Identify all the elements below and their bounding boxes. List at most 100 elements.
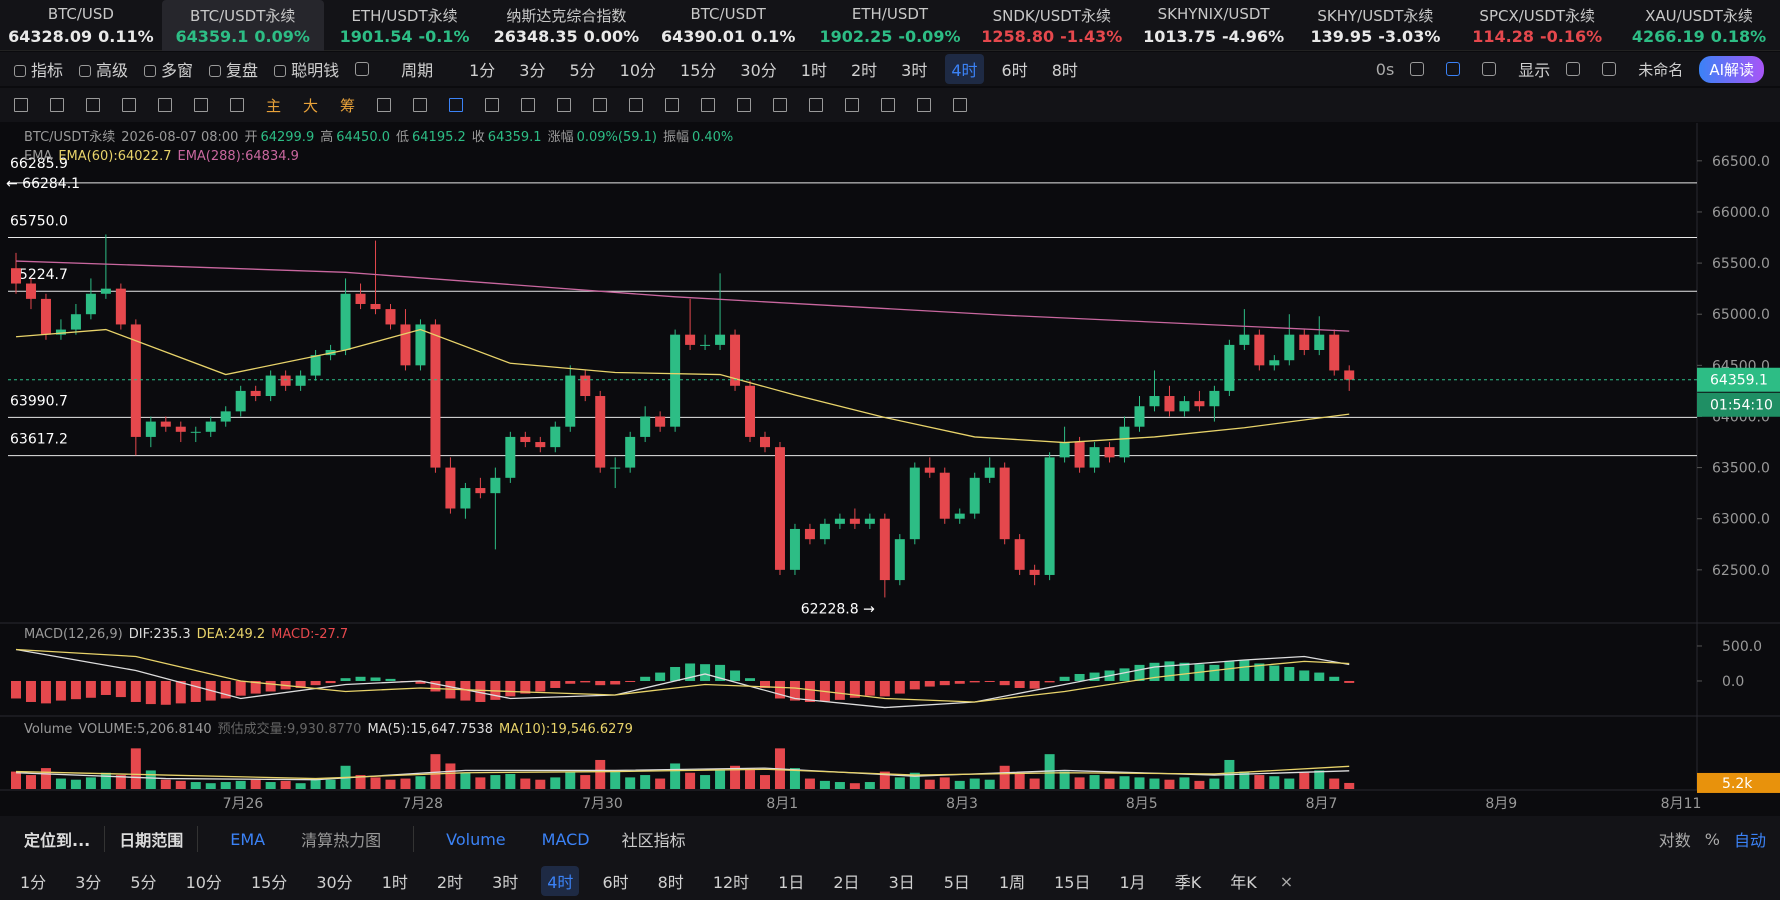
interval[interactable]: 5分 (130, 873, 157, 892)
interval[interactable]: 1时 (381, 873, 408, 892)
interval[interactable]: 8时 (1051, 61, 1078, 80)
draw-text-tool[interactable]: 主 (266, 96, 282, 115)
tool-button[interactable]: 复盘 (209, 57, 258, 81)
tool-button[interactable]: 高级 (79, 57, 128, 81)
interval[interactable]: 5分 (569, 61, 596, 80)
ticker[interactable]: BTC/USDT 64390.01 0.1% (647, 0, 809, 51)
locate-button[interactable]: 定位到... (24, 831, 91, 850)
ticker[interactable]: XAU/USDT永续 4266.19 0.18% (1618, 0, 1780, 51)
interval[interactable]: 6时 (602, 873, 629, 892)
range-button[interactable]: 日期范围 (119, 831, 184, 850)
volume-bar (11, 771, 21, 789)
draw-tool[interactable] (377, 98, 392, 112)
tool-button[interactable]: 指标 (14, 57, 63, 81)
interval[interactable]: 3分 (75, 873, 102, 892)
scale-toggle[interactable]: 对数 (1658, 831, 1691, 850)
interval[interactable]: 1分 (469, 61, 496, 80)
draw-tool[interactable] (122, 98, 136, 112)
interval[interactable]: 1日 (778, 873, 805, 892)
interval[interactable]: 2时 (436, 873, 464, 892)
ticker[interactable]: ETH/USDT 1902.25 -0.09% (809, 0, 971, 51)
tool-button[interactable]: 多窗 (144, 57, 193, 81)
interval[interactable]: 15分 (680, 61, 717, 80)
draw-tool[interactable] (158, 98, 172, 112)
interval[interactable]: 3分 (519, 61, 546, 80)
indicator-toggle[interactable]: EMA (230, 829, 266, 849)
interval[interactable]: 2时 (850, 61, 878, 80)
draw-tool[interactable] (485, 98, 500, 112)
share-icon[interactable] (1482, 62, 1497, 76)
interval[interactable]: 30分 (316, 873, 353, 892)
draw-tool[interactable] (50, 98, 64, 112)
interval[interactable]: 12时 (712, 873, 750, 892)
ai-button[interactable]: AI解读 (1699, 55, 1764, 83)
interval[interactable]: 30分 (740, 61, 777, 80)
interval[interactable]: 4时 (945, 54, 984, 84)
draw-tool[interactable] (449, 98, 464, 112)
draw-tool[interactable] (665, 98, 680, 112)
draw-tool[interactable] (917, 98, 932, 112)
draw-tool[interactable] (521, 98, 536, 112)
interval[interactable]: 6时 (1001, 61, 1028, 80)
ticker[interactable]: BTC/USDT永续 64359.1 0.09% (161, 0, 324, 51)
interval[interactable]: 2日 (833, 873, 860, 892)
indicator-toggle[interactable]: MACD (541, 829, 590, 849)
chart-style-icon[interactable] (355, 62, 370, 76)
interval[interactable]: 年K (1230, 873, 1257, 892)
draw-tool[interactable] (230, 98, 244, 112)
layout-name[interactable]: 未命名 (1638, 60, 1684, 79)
period-label[interactable]: 周期 (401, 61, 434, 80)
ticker[interactable]: SPCX/USDT永续 114.28 -0.16% (1456, 0, 1618, 51)
interval[interactable]: 15分 (250, 873, 288, 892)
interval[interactable]: 3时 (901, 61, 928, 80)
close-button[interactable]: × (1279, 871, 1294, 891)
draw-tool[interactable] (86, 98, 100, 112)
settings-icon[interactable] (1566, 62, 1581, 76)
pen-icon[interactable] (1446, 62, 1461, 76)
interval[interactable]: 8时 (657, 873, 684, 892)
community-button[interactable]: 社区指标 (621, 831, 686, 850)
draw-tool[interactable] (845, 98, 860, 112)
ticker[interactable]: SKHYNIX/USDT 1013.75 -4.96% (1133, 0, 1295, 51)
tool-button[interactable]: 聪明钱 (274, 57, 339, 81)
timer[interactable]: 0s (1375, 59, 1395, 79)
interval[interactable]: 10分 (185, 873, 222, 892)
ticker[interactable]: BTC/USD 64328.09 0.11% (0, 0, 162, 51)
ticker[interactable]: ETH/USDT永续 1901.54 -0.1% (324, 0, 486, 51)
interval[interactable]: 1周 (998, 873, 1026, 892)
interval[interactable]: 3日 (888, 873, 915, 892)
interval[interactable]: 1时 (800, 61, 827, 80)
draw-tool[interactable] (593, 98, 608, 112)
interval[interactable]: 15日 (1054, 873, 1091, 892)
scale-toggle[interactable]: % (1704, 829, 1720, 849)
display-button[interactable]: 显示 (1518, 61, 1551, 80)
draw-tool[interactable] (194, 98, 208, 112)
interval[interactable]: 1月 (1119, 873, 1146, 892)
draw-tool[interactable] (701, 98, 716, 112)
interval[interactable]: 5日 (943, 873, 970, 892)
draw-tool[interactable] (881, 98, 896, 112)
interval[interactable]: 10分 (619, 61, 657, 80)
fullscreen-icon[interactable] (1602, 62, 1617, 76)
indicator-toggle[interactable]: 清算热力图 (301, 831, 382, 850)
interval[interactable]: 3时 (492, 873, 519, 892)
draw-tool[interactable] (737, 98, 752, 112)
interval[interactable]: 季K (1174, 873, 1202, 892)
camera-icon[interactable] (1410, 62, 1425, 76)
ticker[interactable]: SKHY/USDT永续 139.95 -3.03% (1295, 0, 1457, 51)
ticker[interactable]: SNDK/USDT永续 1258.80 -1.43% (971, 0, 1133, 51)
ticker[interactable]: 纳斯达克综合指数 26348.35 0.00% (485, 0, 647, 51)
interval[interactable]: 4时 (541, 866, 580, 896)
draw-tool[interactable] (14, 98, 28, 112)
draw-tool[interactable] (953, 98, 968, 112)
draw-text-tool[interactable]: 大 (303, 96, 319, 115)
draw-tool[interactable] (413, 98, 428, 112)
scale-toggle[interactable]: 自动 (1733, 831, 1766, 850)
draw-tool[interactable] (773, 98, 788, 112)
draw-tool[interactable] (809, 98, 824, 112)
draw-tool[interactable] (629, 98, 644, 112)
indicator-toggle[interactable]: Volume (446, 829, 506, 849)
draw-tool[interactable] (557, 98, 572, 112)
draw-text-tool[interactable]: 筹 (340, 96, 356, 115)
interval[interactable]: 1分 (20, 873, 47, 892)
